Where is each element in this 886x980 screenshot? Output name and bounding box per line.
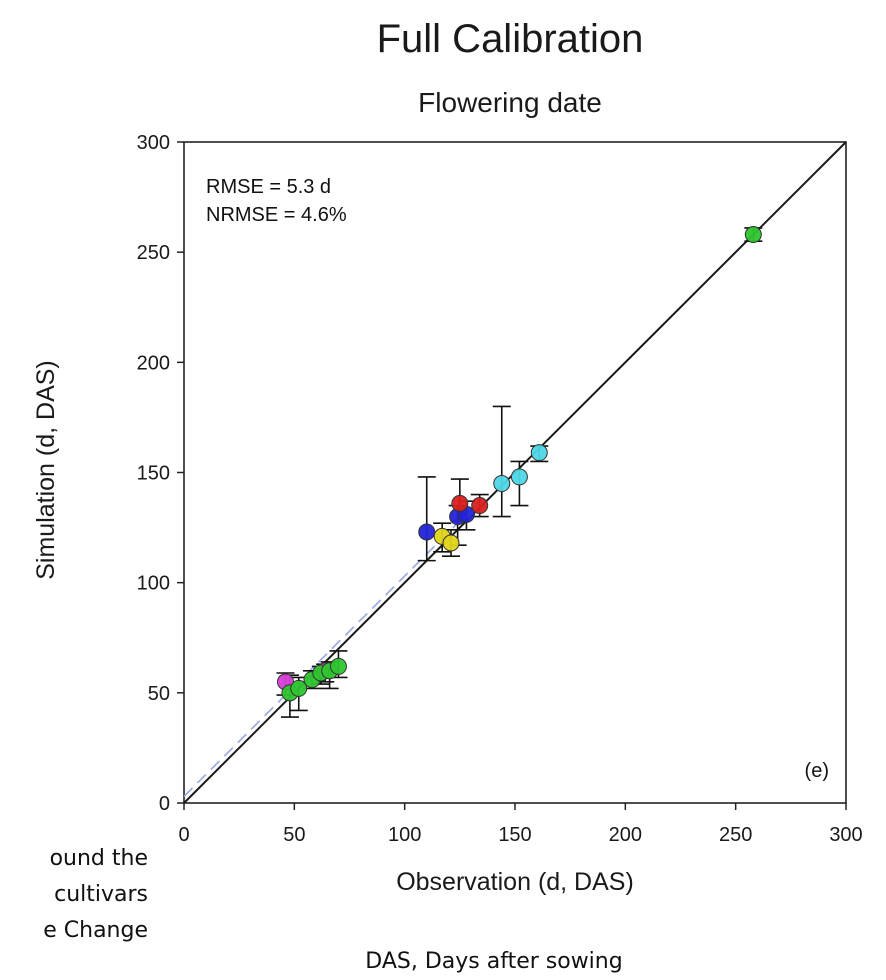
data-point [510, 468, 528, 486]
data-point [471, 497, 489, 515]
data-point [290, 679, 308, 697]
data-point [744, 226, 762, 244]
rmse-annotation: RMSE = 5.3 d [206, 176, 331, 198]
data-point [493, 475, 511, 493]
data-point [530, 444, 548, 462]
y-tick-label: 300 [137, 132, 170, 154]
plot-area: 0 50 100 150 200 250 300 0 50 100 150 200 250 300 [137, 132, 863, 846]
y-tick-label: 50 [148, 683, 170, 705]
side-text-line-3: e Change [43, 918, 148, 943]
y-tick-label: 200 [137, 352, 170, 374]
x-tick-label: 150 [498, 824, 531, 846]
y-tick-label: 0 [159, 793, 170, 815]
x-tick-label: 0 [178, 824, 189, 846]
x-axis-label: Observation (d, DAS) [396, 868, 634, 896]
footnote: DAS, Days after sowing [365, 949, 622, 974]
x-tick-label: 250 [719, 824, 752, 846]
y-tick-label: 250 [137, 242, 170, 264]
data-point [442, 534, 460, 552]
panel-label: (e) [805, 760, 829, 782]
x-tick-label: 200 [609, 824, 642, 846]
data-point [329, 657, 347, 675]
data-point [418, 523, 436, 541]
nrmse-annotation: NRMSE = 4.6% [206, 204, 347, 226]
x-tick-label: 50 [283, 824, 305, 846]
x-tick-label: 100 [388, 824, 421, 846]
chart-subtitle: Flowering date [418, 87, 602, 118]
error-bar [492, 405, 511, 518]
y-tick-label: 150 [137, 463, 170, 485]
x-tick-label: 300 [829, 824, 862, 846]
error-bar [417, 476, 436, 562]
regression-line [183, 498, 483, 797]
y-axis-label: Simulation (d, DAS) [32, 360, 60, 580]
side-text-line-1: ound the [49, 846, 148, 871]
side-text-line-2: cultivars [54, 882, 148, 907]
y-tick-label: 100 [137, 573, 170, 595]
chart-title: Full Calibration [377, 17, 644, 61]
data-point [451, 494, 469, 512]
